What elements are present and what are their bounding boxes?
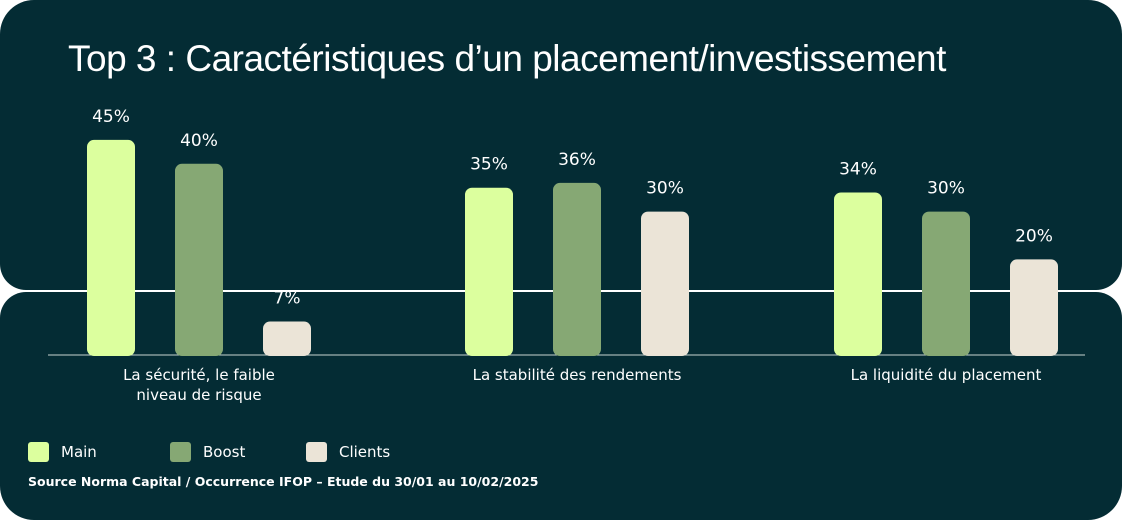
legend-item-boost: Boost: [170, 442, 245, 462]
legend-item-clients: Clients: [306, 442, 390, 462]
legend-label-boost: Boost: [203, 443, 246, 461]
data-label-main-3: 34%: [839, 159, 877, 179]
legend-swatch-clients: [306, 442, 327, 462]
category-label-1: niveau de risque: [136, 386, 261, 404]
data-label-clients-2: 30%: [646, 179, 684, 199]
bar-main-1: [87, 139, 135, 356]
bar-chart: 45% 40% 7% La sécurité, le faible niveau de …: [48, 107, 1085, 404]
bar-boost-1: [175, 163, 223, 356]
data-label-clients-1: 7%: [274, 289, 301, 309]
bar-boost-3: [922, 211, 970, 356]
data-label-boost-2: 36%: [558, 150, 596, 170]
data-label-boost-1: 40%: [180, 131, 218, 151]
legend-swatch-main: [28, 442, 49, 462]
source-note: Source Norma Capital / Occurrence IFOP –…: [28, 474, 539, 489]
bar-main-2: [465, 187, 513, 356]
legend-swatch-boost: [170, 442, 191, 462]
data-label-boost-3: 30%: [927, 179, 965, 199]
chart-title: Top 3 : Caractéristiques d’un placement/…: [68, 38, 946, 79]
bar-boost-2: [553, 182, 601, 356]
bar-clients-2: [641, 211, 689, 356]
legend-label-clients: Clients: [339, 443, 391, 461]
legend-label-main: Main: [61, 443, 97, 461]
category-label-2: La stabilité des rendements: [473, 366, 682, 384]
bar-clients-3: [1010, 259, 1058, 356]
bar-main-3: [834, 192, 882, 356]
category-label-3: La liquidité du placement: [851, 366, 1042, 384]
data-label-main-1: 45%: [92, 107, 130, 127]
data-label-main-2: 35%: [470, 155, 508, 175]
category-label-1: La sécurité, le faible: [123, 366, 275, 384]
legend-item-main: Main: [28, 442, 97, 462]
bar-clients-1: [263, 321, 311, 356]
data-label-clients-3: 20%: [1015, 226, 1053, 246]
